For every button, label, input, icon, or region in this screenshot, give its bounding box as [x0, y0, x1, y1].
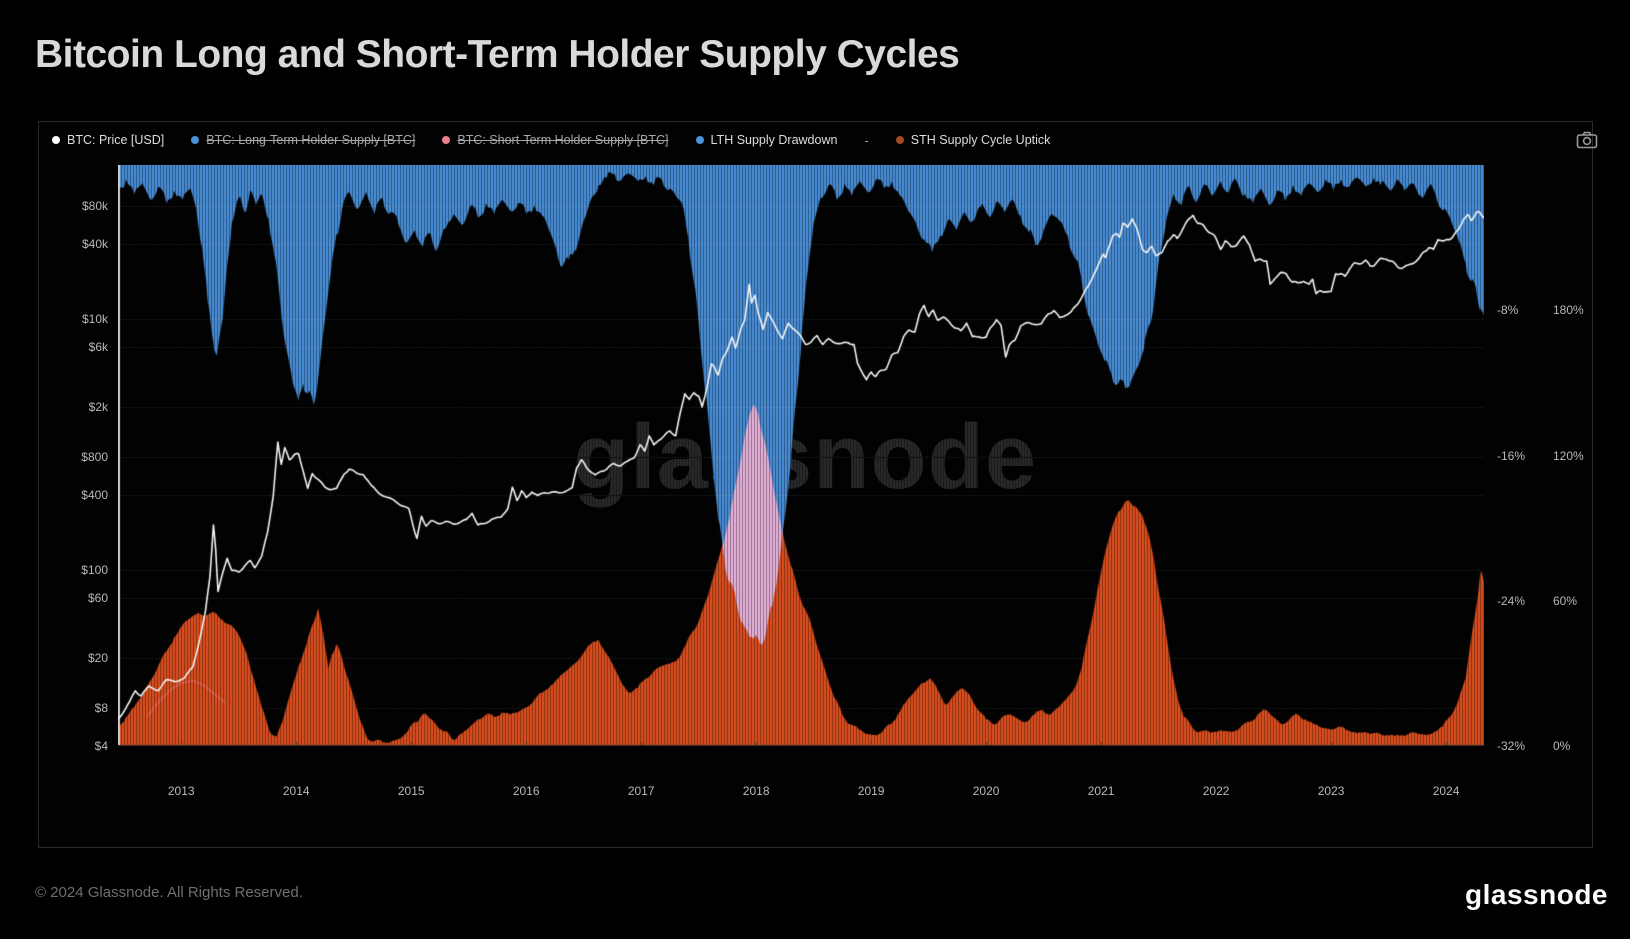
uptick-tick-label: 180%	[1553, 303, 1584, 318]
legend-label: LTH Supply Drawdown	[710, 133, 838, 147]
camera-icon	[1576, 131, 1598, 149]
drawdown-tick-label: -16%	[1497, 448, 1526, 463]
price-tick-label: $20	[87, 651, 108, 666]
legend-item-sth-supply[interactable]: BTC: Short-Term Holder Supply [BTC]	[442, 133, 669, 147]
price-series-dot-icon	[52, 136, 60, 144]
legend-item-lth-supply[interactable]: BTC: Long-Term Holder Supply [BTC]	[191, 133, 415, 147]
legend: BTC: Price [USD] BTC: Long-Term Holder S…	[52, 127, 1050, 153]
price-tick-label: $60	[87, 591, 108, 606]
legend-item-btc-price[interactable]: BTC: Price [USD]	[52, 133, 164, 147]
price-tick-label: $80k	[81, 198, 108, 213]
lth-supply-series-dot-icon	[191, 136, 200, 144]
price-tick-label: $100	[81, 563, 108, 578]
year-tick-label: 2017	[627, 784, 655, 798]
uptick-tick-label: 0%	[1553, 739, 1571, 753]
price-tick-label: $800	[81, 449, 108, 464]
year-tick-label: 2023	[1317, 784, 1345, 798]
year-tick-label: 2016	[512, 784, 540, 798]
year-tick-label: 2024	[1432, 784, 1460, 798]
legend-label: -	[864, 132, 869, 148]
legend-item-lth-drawdown[interactable]: LTH Supply Drawdown	[695, 133, 838, 147]
drawdown-tick-label: -24%	[1497, 593, 1526, 608]
drawdown-tick-label: -8%	[1497, 303, 1519, 318]
glassnode-logo: glassnode	[1465, 879, 1608, 910]
year-tick-label: 2021	[1087, 784, 1115, 798]
uptick-tick-label: 60%	[1553, 593, 1578, 608]
legend-label: BTC: Long-Term Holder Supply [BTC]	[206, 133, 416, 147]
year-tick-label: 2018	[742, 784, 770, 798]
year-tick-label: 2022	[1202, 784, 1230, 798]
drawdown-tick-label: -32%	[1497, 739, 1526, 753]
price-tick-label: $40k	[81, 236, 108, 251]
uptick-tick-label: 120%	[1553, 448, 1584, 463]
page-title: Bitcoin Long and Short-Term Holder Suppl…	[35, 33, 960, 76]
price-line-canvas[interactable]	[118, 165, 1484, 746]
year-tick-label: 2015	[397, 784, 425, 798]
price-tick-label: $2k	[88, 400, 108, 414]
legend-item-sth-uptick[interactable]: STH Supply Cycle Uptick	[895, 133, 1051, 147]
year-tick-label: 2013	[167, 784, 195, 798]
year-tick-label: 2020	[972, 784, 1000, 798]
camera-button[interactable]	[1572, 128, 1602, 152]
price-tick-label: $10k	[81, 312, 108, 327]
price-tick-label: $400	[81, 487, 108, 502]
legend-label: BTC: Price [USD]	[67, 133, 165, 147]
sth-uptick-series-dot-icon	[895, 136, 904, 144]
sth-supply-series-dot-icon	[442, 136, 451, 144]
price-tick-label: $8	[94, 701, 108, 716]
copyright-text: © 2024 Glassnode. All Rights Reserved.	[35, 884, 303, 901]
price-tick-label: $6k	[88, 340, 108, 355]
legend-label: BTC: Short-Term Holder Supply [BTC]	[457, 133, 669, 147]
lth-drawdown-series-dot-icon	[695, 136, 704, 144]
price-tick-label: $4	[94, 739, 108, 753]
year-tick-label: 2019	[857, 784, 885, 798]
legend-label: STH Supply Cycle Uptick	[910, 133, 1051, 147]
year-tick-label: 2014	[282, 784, 310, 798]
legend-item-dash[interactable]: -	[864, 133, 868, 148]
